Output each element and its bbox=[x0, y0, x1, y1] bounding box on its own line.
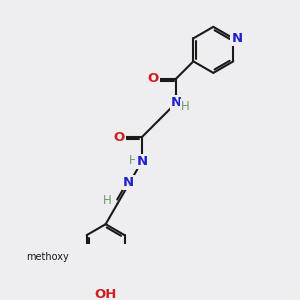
Text: methoxy: methoxy bbox=[26, 252, 69, 262]
Text: OH: OH bbox=[94, 288, 117, 300]
Text: H: H bbox=[128, 154, 137, 166]
Text: H: H bbox=[103, 194, 112, 207]
Text: O: O bbox=[113, 130, 124, 143]
Text: O: O bbox=[148, 72, 159, 85]
Text: H: H bbox=[181, 100, 190, 113]
Text: N: N bbox=[231, 32, 242, 45]
Text: N: N bbox=[171, 96, 182, 109]
Text: N: N bbox=[136, 155, 148, 168]
Text: N: N bbox=[123, 176, 134, 189]
Text: O: O bbox=[56, 250, 67, 263]
